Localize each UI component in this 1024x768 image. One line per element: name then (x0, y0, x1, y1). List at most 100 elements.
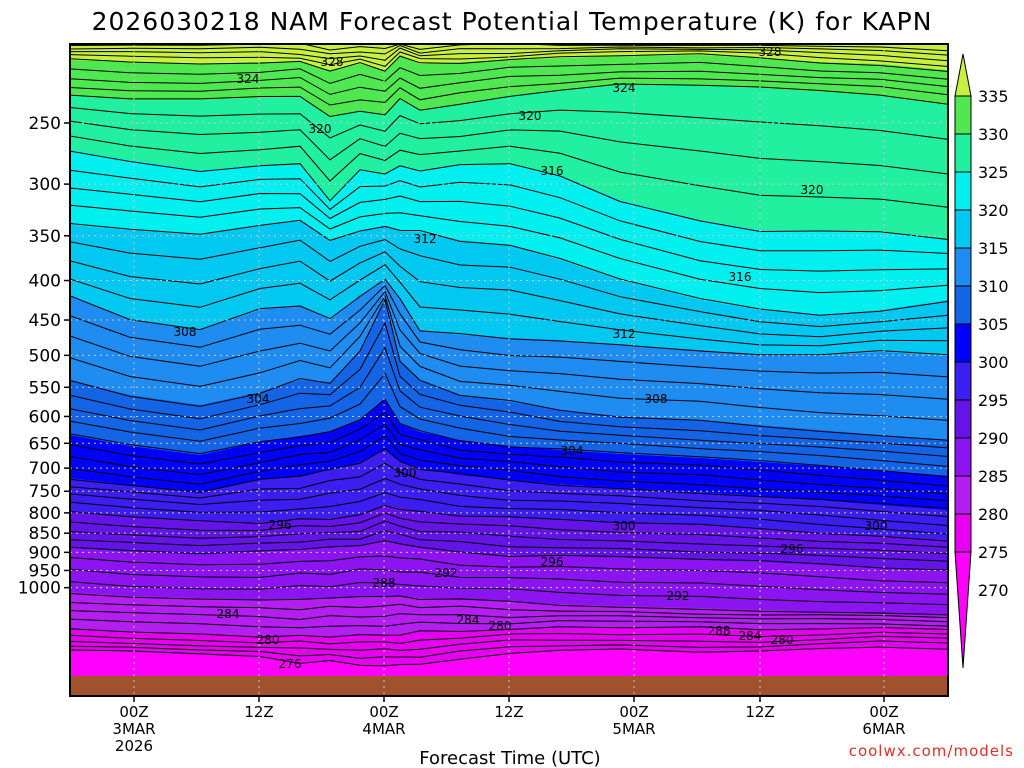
contour-label: 300 (613, 519, 636, 533)
contour-label: 316 (541, 164, 564, 178)
colorbar-segment (954, 133, 972, 173)
contour-line (70, 635, 948, 651)
x-tick-label: 00Z (869, 703, 898, 721)
contour-line (70, 631, 948, 645)
colorbar-segment (954, 361, 972, 401)
contour-label: 320 (519, 109, 542, 123)
colorbar-label: 275 (978, 543, 1009, 562)
y-tick-label: 700 (29, 459, 61, 479)
contour-label: 316 (729, 270, 752, 284)
chart-title: 2026030218 NAM Forecast Potential Temper… (92, 7, 933, 36)
colorbar-segment (954, 323, 972, 363)
contour-labels: 328 328 324 324 320 320 320 316 316 312 312 308 308 3… (174, 45, 888, 671)
colorbar-label: 270 (978, 581, 1009, 600)
contour-label: 300 (394, 466, 417, 480)
color-bands (70, 44, 948, 696)
contour-label: 284 (217, 607, 240, 621)
y-tick-label: 650 (29, 434, 61, 454)
colorbar-label: 285 (978, 467, 1009, 486)
contour-label: 280 (257, 633, 280, 647)
contour-line (70, 61, 948, 84)
colorbar-label: 335 (978, 87, 1009, 106)
contour-line (70, 529, 948, 562)
colorbar-segment (954, 551, 972, 669)
colorbar-segment (954, 513, 972, 553)
contour-line (70, 568, 948, 595)
colorbar-segment (954, 475, 972, 515)
y-tick-label: 850 (29, 524, 61, 544)
y-tick-label: 550 (29, 378, 61, 398)
y-tick-label: 250 (29, 114, 61, 134)
colorbar-segment (954, 285, 972, 325)
y-tick-label: 350 (29, 227, 61, 247)
contour-line (70, 290, 948, 400)
contour-label: 288 (373, 576, 396, 590)
y-axis: 2503003504004505005506006507007508008509… (18, 114, 70, 599)
contour-line (70, 520, 948, 555)
x-tick-label: 6MAR (862, 720, 905, 738)
x-tick-label: 4MAR (362, 720, 405, 738)
colorbar-segment (954, 399, 972, 439)
contour-label: 308 (645, 392, 668, 406)
colorbar: 335 330 325 320 315 310 305 300 295 290 285 280 275 2… (954, 53, 1009, 669)
contour-line (70, 278, 948, 356)
contour-line (70, 294, 948, 421)
contour-line (70, 477, 948, 526)
y-tick-label: 750 (29, 482, 61, 502)
colorbar-segment (954, 171, 972, 211)
contour-label: 304 (247, 392, 270, 406)
contour-line (70, 423, 948, 495)
contour-label: 304 (561, 444, 584, 458)
y-tick-label: 500 (29, 346, 61, 366)
contour-line (70, 447, 948, 509)
contour-line (70, 372, 948, 467)
contour-line (70, 50, 948, 67)
contour-line (70, 169, 948, 254)
contour-label: 312 (613, 327, 636, 341)
colorbar-label: 330 (978, 125, 1009, 144)
contour-line (70, 284, 948, 378)
x-tick-label: 00Z (119, 703, 148, 721)
contour-line (70, 640, 948, 659)
grid-lines (70, 44, 948, 696)
y-tick-label: 450 (29, 311, 61, 331)
colorbar-segment (954, 95, 972, 135)
colorbar-label: 315 (978, 239, 1009, 258)
contour-line (70, 398, 948, 478)
contour-label: 300 (865, 519, 888, 533)
contour-label: 320 (801, 183, 824, 197)
x-tick-label: 5MAR (612, 720, 655, 738)
contour-label: 280 (489, 619, 512, 633)
y-tick-label: 1000 (18, 579, 61, 599)
y-tick-label: 300 (29, 175, 61, 195)
x-tick-label: 12Z (244, 703, 273, 721)
contour-label: 292 (667, 589, 690, 603)
contour-label: 288 (708, 624, 731, 638)
contour-label: 284 (739, 629, 762, 643)
contour-label: 328 (759, 45, 782, 59)
credit-text: coolwx.com/models (849, 742, 1014, 760)
y-tick-label: 950 (29, 561, 61, 581)
colorbar-label: 280 (978, 505, 1009, 524)
contour-label: 312 (414, 232, 437, 246)
contour-label: 296 (269, 518, 292, 532)
contour-label: 296 (541, 555, 564, 569)
contour-line (70, 204, 948, 294)
x-tick-label: 2026 (115, 737, 153, 755)
contour-label: 324 (613, 81, 636, 95)
contour-line (70, 581, 948, 606)
x-tick-label: 12Z (494, 703, 523, 721)
contour-label: 324 (237, 72, 260, 86)
contour-label: 328 (321, 55, 344, 69)
colorbar-segment (954, 209, 972, 249)
contour-line (70, 618, 948, 629)
colorbar-label: 305 (978, 315, 1009, 334)
colorbar-label: 290 (978, 429, 1009, 448)
contour-label: 284 (457, 613, 480, 627)
contour-label: 280 (771, 633, 794, 647)
colorbar-segment (954, 53, 972, 97)
y-tick-label: 600 (29, 407, 61, 427)
contour-label: 276 (279, 657, 302, 671)
